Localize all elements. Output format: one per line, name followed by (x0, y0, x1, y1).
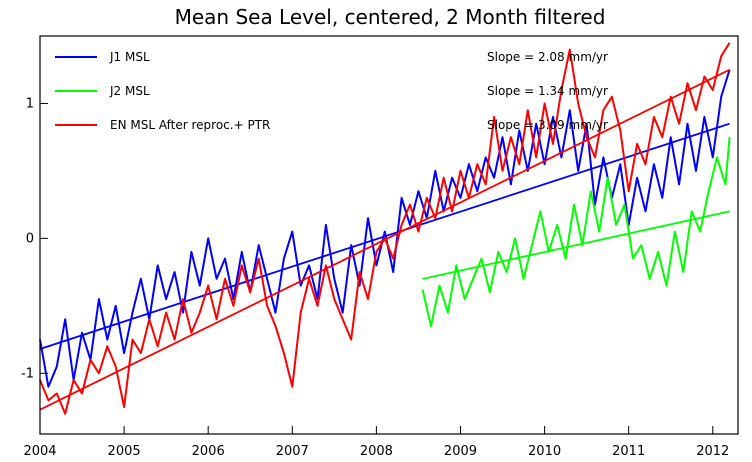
x-tick-label: 2004 (23, 444, 56, 459)
slope-label: Slope = 1.34 mm/yr (487, 84, 608, 98)
x-tick-label: 2009 (444, 444, 477, 459)
legend-label: J1 MSL (109, 50, 150, 64)
axis-ticks: 2004 2005 2006 2007 2008 2009 2010 2011 2012 -1 0 1 (21, 96, 729, 459)
y-tick-label: 1 (26, 96, 34, 111)
y-tick-label: -1 (21, 366, 34, 381)
series-line-j1-msl (39, 69, 731, 388)
legend-label: EN MSL After reproc.+ PTR (110, 118, 270, 132)
slope-label: Slope = 3.09 mm/yr (487, 118, 608, 132)
x-tick-label: 2006 (192, 444, 225, 459)
chart-title: Mean Sea Level, centered, 2 Month filter… (175, 5, 606, 29)
legend-label: J2 MSL (109, 84, 150, 98)
series-line-j2-msl (421, 137, 731, 328)
plot-frame (39, 35, 739, 435)
y-tick-label: 0 (26, 231, 34, 246)
trend-line-j1-msl (39, 122, 730, 350)
legend: J1 MSL Slope = 2.08 mm/yr J2 MSL Slope = 1.… (55, 50, 608, 132)
series-line-en-msl-after-reproc-ptr (39, 42, 731, 415)
x-tick-label: 2011 (612, 444, 645, 459)
x-tick-label: 2007 (276, 444, 309, 459)
x-tick-label: 2005 (108, 444, 141, 459)
trend-line-en-msl-after-reproc-ptr (39, 68, 730, 411)
x-tick-label: 2010 (528, 444, 561, 459)
plot-content (39, 42, 731, 415)
trend-line-j2-msl (422, 210, 730, 280)
x-tick-label: 2012 (696, 444, 729, 459)
slope-label: Slope = 2.08 mm/yr (487, 50, 608, 64)
x-tick-label: 2008 (360, 444, 393, 459)
